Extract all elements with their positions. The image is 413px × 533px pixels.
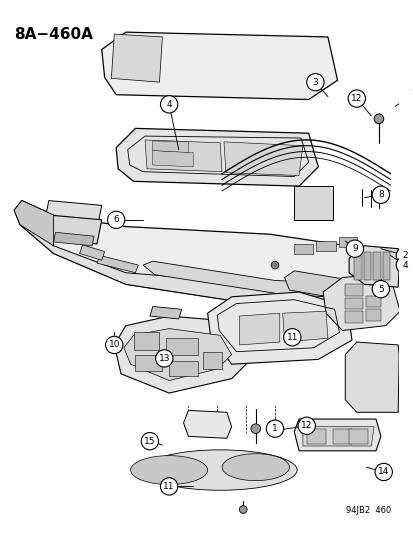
- Polygon shape: [348, 429, 368, 444]
- Circle shape: [395, 247, 413, 264]
- Polygon shape: [302, 427, 373, 446]
- Circle shape: [395, 256, 413, 274]
- Text: 94JB2  460: 94JB2 460: [345, 506, 391, 515]
- Polygon shape: [114, 316, 250, 393]
- Circle shape: [239, 506, 247, 513]
- Polygon shape: [54, 232, 94, 246]
- Text: 12: 12: [300, 421, 312, 430]
- Circle shape: [141, 432, 158, 450]
- Ellipse shape: [131, 456, 207, 484]
- Text: 3: 3: [312, 78, 318, 87]
- Polygon shape: [332, 429, 351, 444]
- Polygon shape: [135, 354, 162, 371]
- Text: 15: 15: [144, 437, 155, 446]
- Text: 13: 13: [158, 354, 170, 363]
- Ellipse shape: [143, 450, 297, 490]
- Polygon shape: [284, 271, 369, 302]
- Text: 2: 2: [401, 251, 407, 260]
- Polygon shape: [306, 429, 325, 444]
- Polygon shape: [44, 200, 102, 229]
- Polygon shape: [344, 298, 362, 309]
- Text: 7: 7: [411, 89, 413, 98]
- Circle shape: [345, 240, 363, 257]
- Circle shape: [347, 90, 365, 107]
- Polygon shape: [372, 252, 380, 280]
- Polygon shape: [239, 313, 279, 345]
- Bar: [294, 244, 313, 254]
- Circle shape: [306, 74, 323, 91]
- Circle shape: [160, 478, 177, 495]
- Polygon shape: [20, 219, 375, 313]
- Polygon shape: [123, 328, 231, 381]
- Circle shape: [107, 211, 125, 229]
- Polygon shape: [143, 261, 368, 298]
- Text: 14: 14: [377, 467, 389, 477]
- Polygon shape: [353, 252, 361, 280]
- Polygon shape: [344, 311, 362, 323]
- Polygon shape: [223, 142, 302, 175]
- Polygon shape: [169, 361, 197, 376]
- Text: 4: 4: [166, 100, 171, 109]
- Polygon shape: [14, 200, 380, 313]
- Polygon shape: [166, 338, 197, 354]
- Text: 5: 5: [377, 285, 383, 294]
- Text: 8: 8: [377, 190, 383, 199]
- Text: 9: 9: [351, 244, 357, 253]
- Circle shape: [373, 114, 383, 124]
- Polygon shape: [282, 311, 327, 342]
- Text: 11: 11: [286, 333, 297, 342]
- Polygon shape: [344, 284, 362, 296]
- Circle shape: [105, 336, 123, 353]
- Polygon shape: [366, 309, 380, 321]
- Polygon shape: [202, 352, 221, 369]
- Polygon shape: [348, 246, 398, 287]
- Polygon shape: [322, 274, 399, 330]
- Polygon shape: [382, 252, 389, 280]
- Polygon shape: [150, 306, 181, 319]
- Text: 12: 12: [350, 94, 362, 103]
- Polygon shape: [294, 186, 332, 220]
- Circle shape: [405, 85, 413, 102]
- Text: 11: 11: [163, 482, 174, 491]
- Circle shape: [160, 95, 177, 113]
- Circle shape: [250, 424, 260, 433]
- Polygon shape: [116, 128, 318, 186]
- Text: 8A−460A: 8A−460A: [14, 27, 93, 42]
- Ellipse shape: [221, 454, 289, 481]
- Polygon shape: [145, 140, 221, 172]
- Polygon shape: [111, 34, 162, 82]
- Text: 1: 1: [271, 424, 277, 433]
- Polygon shape: [344, 342, 398, 413]
- Bar: [316, 241, 335, 251]
- Polygon shape: [183, 410, 231, 438]
- Text: 6: 6: [113, 215, 119, 224]
- Polygon shape: [97, 255, 138, 273]
- Polygon shape: [366, 296, 380, 308]
- Polygon shape: [47, 215, 102, 244]
- Circle shape: [371, 280, 389, 298]
- Polygon shape: [102, 32, 337, 100]
- Circle shape: [283, 328, 300, 346]
- Polygon shape: [133, 333, 159, 350]
- Polygon shape: [363, 252, 370, 280]
- Ellipse shape: [298, 301, 327, 312]
- Circle shape: [266, 420, 283, 438]
- Polygon shape: [152, 150, 193, 167]
- Text: 4: 4: [401, 261, 407, 270]
- Polygon shape: [294, 419, 380, 451]
- Circle shape: [271, 261, 278, 269]
- Polygon shape: [79, 245, 104, 260]
- Circle shape: [371, 186, 389, 204]
- Bar: [339, 237, 356, 247]
- Polygon shape: [207, 292, 351, 364]
- Polygon shape: [152, 141, 188, 152]
- Circle shape: [374, 463, 392, 481]
- Circle shape: [155, 350, 173, 367]
- Polygon shape: [14, 200, 54, 246]
- Circle shape: [297, 417, 315, 434]
- Text: 10: 10: [108, 341, 120, 350]
